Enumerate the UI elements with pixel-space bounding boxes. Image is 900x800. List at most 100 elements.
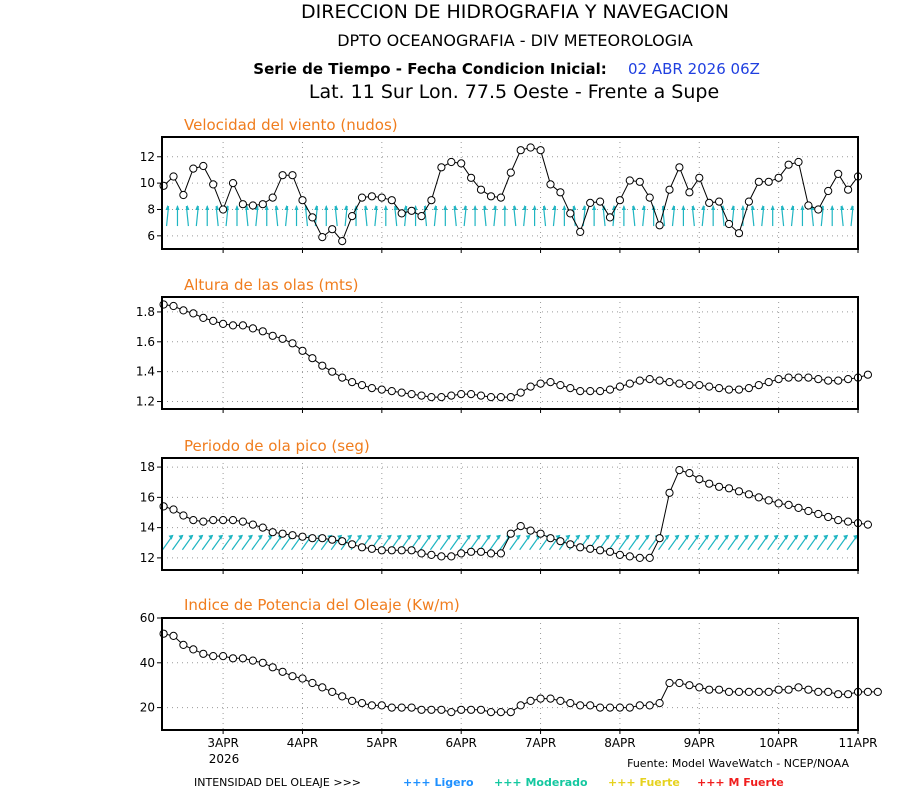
wave-arrow-head [763,534,769,540]
data-point [665,488,674,497]
data-point [467,390,476,399]
wave-arrow-head [753,534,759,540]
data-point [228,321,238,330]
plot-frame [161,457,859,571]
wind-arrow-head [671,205,676,211]
data-point [675,678,684,688]
data-point [655,221,664,230]
wave-arrow-head [624,534,630,540]
data-point [824,186,833,196]
data-point [377,546,386,555]
data-point [724,687,734,697]
data-point [804,201,813,210]
wind-arrow-head [770,205,775,211]
data-point [645,553,654,563]
data-point [457,705,466,714]
data-point [308,213,317,222]
data-point [288,672,297,681]
data-point [596,703,605,712]
data-point [705,479,714,488]
data-point [328,687,337,697]
data-point [715,384,724,393]
data-point [338,692,347,701]
wind-arrow-head [691,205,696,211]
data-point [199,161,208,171]
wave-arrow-head [406,534,412,540]
data-point [209,516,218,525]
wave-arrow-head [694,534,700,540]
wind-arrow-head [542,205,547,211]
data-point [576,227,585,236]
wave-arrow-head [168,534,174,540]
data-point [685,469,694,478]
wave-arrow-head [347,534,353,540]
data-point [248,324,257,333]
legend-prefix: INTENSIDAD DEL OLEAJE >>> [194,776,361,789]
data-point [546,694,555,703]
wave-arrow-head [337,534,343,540]
data-point [794,503,803,512]
data-point [774,375,783,384]
data-point [407,546,416,555]
wave-arrow-head [436,534,442,540]
y-tick-label: 18 [140,460,155,474]
data-point [804,685,813,694]
data-point [377,193,386,202]
data-point [804,506,813,516]
y-tick-label: 20 [140,701,155,715]
data-point [566,540,575,549]
data-point [685,681,694,690]
data-point [348,378,357,387]
data-point [308,678,317,688]
wind-arrow-head [373,205,378,211]
data-point [774,499,783,508]
data-point [645,701,654,710]
data-point [288,171,297,180]
data-point [566,699,575,708]
data-point [467,705,476,714]
wind-arrow-head [592,205,597,211]
data-point [596,197,605,206]
wind-arrow-head [354,205,359,211]
wave-arrow-head [525,534,531,540]
data-point [179,306,188,315]
y-tick-label: 10 [140,176,155,190]
data-point [328,367,337,376]
data-point [754,177,763,186]
wind-arrow-head [344,205,349,211]
data-point [348,696,357,706]
data-point [794,373,803,382]
data-point [447,391,456,400]
wind-arrow-head [780,205,785,211]
data-point [605,213,615,222]
data-point [348,212,357,221]
panel-title-power-index: Indice de Potencia del Oleaje (Kw/m) [184,596,460,614]
wave-arrow-head [446,534,452,540]
data-point [814,205,823,214]
x-tick-label: 3APR [207,736,238,750]
data-point [248,201,257,210]
data-point [705,685,714,694]
data-point [377,385,386,394]
wind-arrow-head [453,205,458,211]
wind-arrow-head [383,205,388,211]
data-point [516,701,525,710]
data-point [219,516,228,525]
wind-arrow-head [532,205,537,211]
wave-arrow-head [495,534,501,540]
data-point [566,384,575,393]
data-point [635,177,644,186]
data-point [268,528,277,537]
data-point [734,229,744,238]
header-line3-date: 02 ABR 2026 06Z [628,60,760,78]
data-point [685,188,694,197]
y-tick-label: 8 [147,202,155,216]
data-point [268,331,277,340]
data-point [209,652,218,661]
data-point [318,361,327,370]
x-tick-label: 10APR [759,736,798,750]
wave-arrow-head [595,534,601,540]
wave-arrow-head [575,534,581,540]
wave-arrow-head [843,534,849,540]
wave-arrow-head [724,534,730,540]
